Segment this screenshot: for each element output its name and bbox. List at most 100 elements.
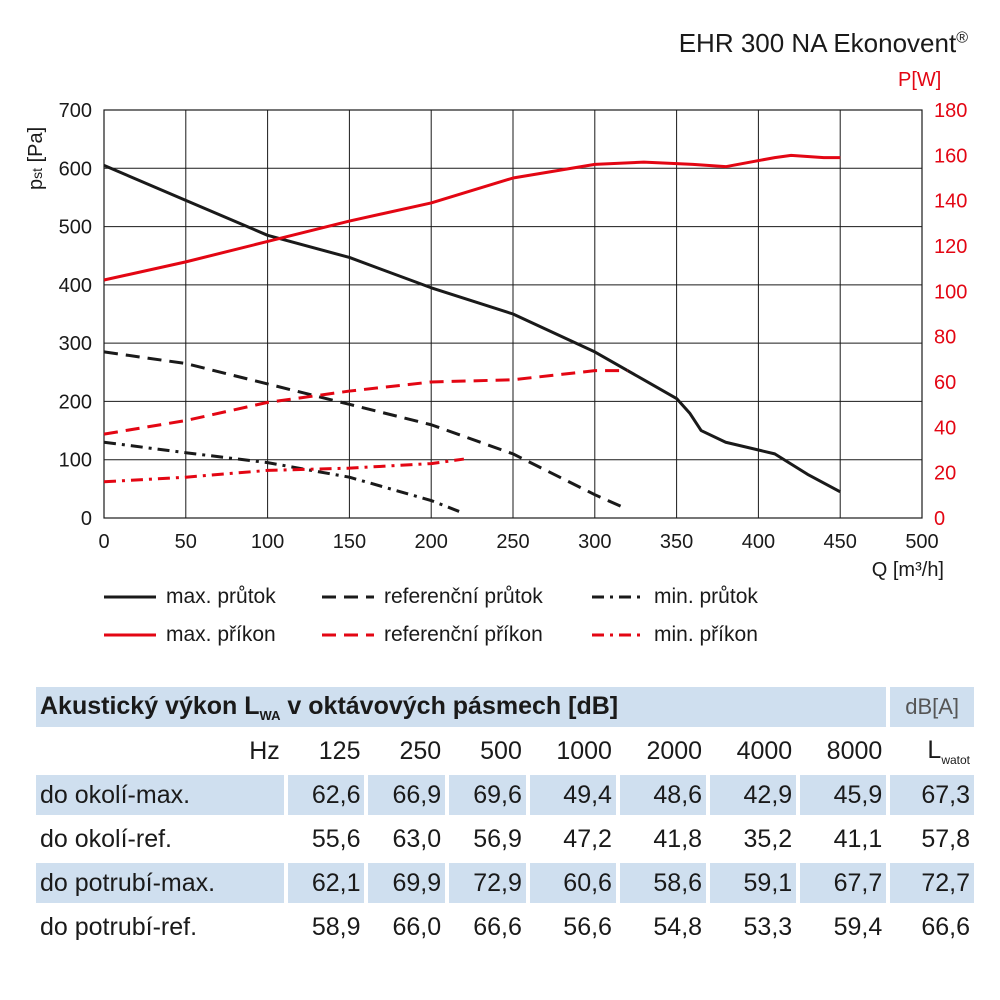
table-cell: 45,9 [800, 775, 887, 815]
table-cell: 67,7 [800, 863, 887, 903]
series-line-referen-n-p-kon [103, 369, 628, 436]
legend-swatch [592, 595, 644, 599]
x-tick-label: 350 [660, 531, 693, 553]
page-title: EHR 300 NA Ekonovent® [679, 28, 968, 59]
table-cell: 55,6 [311, 824, 361, 853]
x-tick-label: 150 [333, 531, 366, 553]
legend-label: max. příkon [166, 623, 276, 646]
performance-chart: 0 50 100 150 200 250 300 350 400 450 5000100200300… [25, 69, 968, 580]
x-tick-label: 400 [742, 531, 775, 553]
x-tick-label: 250 [496, 531, 529, 553]
total-cell: 67,3 [890, 775, 974, 815]
legend-item: min. průtok [592, 582, 758, 612]
y-left-tick-label: 500 [59, 217, 92, 239]
table-cell: 69,6 [449, 775, 526, 815]
table-cell: 66,0 [392, 912, 442, 941]
x-axis-label: Q [m³/h] [872, 559, 944, 580]
x-tick-label: 50 [175, 531, 197, 553]
table-cell: 62,6 [287, 775, 365, 815]
total-cell: 66,6 [921, 912, 970, 941]
table-cell: 49,4 [529, 775, 616, 815]
y-left-tick-label: 400 [59, 275, 92, 297]
acoustic-title-row: Akustický výkon LWA v oktávových pásmech… [36, 687, 974, 727]
y-left-tick-label: 0 [81, 508, 92, 530]
frequency-header: 125 [318, 736, 361, 765]
frequency-header-row: Hz 125 250 500 1000 2000 4000 8000 Lwatot [36, 731, 974, 771]
legend-label: referenční průtok [384, 585, 543, 608]
legend-label: max. průtok [166, 585, 276, 608]
y-left-tick-label: 600 [59, 158, 92, 180]
y-left-tick-label: 700 [59, 100, 92, 122]
table-cell: 69,9 [368, 863, 446, 903]
row-label: do okolí-ref. [40, 824, 173, 853]
x-tick-label: 500 [905, 531, 938, 553]
chart-ticks: 0 50 100 150 200 250 300 350 400 450 5000100200300… [59, 100, 968, 553]
table-cell: 54,8 [653, 912, 703, 941]
series-line-max-pr-tok [103, 163, 841, 494]
y-right-tick-label: 60 [934, 372, 956, 394]
legend-item: referenční průtok [322, 582, 543, 612]
table-cell: 59,4 [833, 912, 883, 941]
table-row: do potrubí-max. 62,1 69,9 72,9 60,6 58,6 59,1 6… [36, 863, 974, 903]
legend-item: min. příkon [592, 620, 758, 650]
acoustic-title: Akustický výkon LWA v oktávových pásmech… [36, 687, 887, 727]
table-cell: 66,6 [473, 912, 522, 941]
legend-swatch [592, 633, 644, 637]
table-cell: 63,0 [392, 824, 442, 853]
legend-swatch [104, 595, 156, 599]
total-cell: 57,8 [921, 824, 970, 853]
x-tick-label: 300 [578, 531, 611, 553]
y-right-tick-label: 80 [934, 327, 956, 349]
row-label: do okolí-max. [36, 775, 284, 815]
table-cell: 42,9 [710, 775, 797, 815]
legend-swatch [322, 633, 374, 637]
y-right-tick-label: 0 [934, 508, 945, 530]
table-cell: 66,9 [368, 775, 446, 815]
row-label: do potrubí-ref. [40, 912, 198, 941]
table-cell: 58,9 [311, 912, 361, 941]
frequency-header: 500 [480, 736, 522, 765]
table-cell: 60,6 [529, 863, 616, 903]
registered-mark: ® [956, 29, 968, 47]
frequency-header: 4000 [736, 736, 793, 765]
table-cell: 47,2 [563, 824, 612, 853]
frequency-header: 250 [399, 736, 442, 765]
frequency-header: 1000 [556, 736, 612, 765]
y-left-tick-label: 200 [59, 391, 92, 413]
x-tick-label: 200 [415, 531, 448, 553]
y-left-axis-label: pst [Pa] [25, 127, 47, 190]
series-line-max-p-kon [103, 153, 841, 282]
hz-label: Hz [249, 736, 280, 765]
table-row: do potrubí-ref. 58,9 66,0 66,6 56,6 54,8 53,3 5… [36, 907, 974, 947]
table-cell: 58,6 [619, 863, 707, 903]
y-right-tick-label: 100 [934, 281, 967, 303]
legend-label: min. příkon [654, 623, 758, 646]
table-cell: 59,1 [710, 863, 797, 903]
total-header: Lwatot [927, 735, 970, 767]
legend-item: referenční příkon [322, 620, 543, 650]
table-cell: 62,1 [287, 863, 365, 903]
table-cell: 41,1 [833, 824, 883, 853]
legend-label: referenční příkon [384, 623, 543, 646]
table-cell: 56,6 [563, 912, 612, 941]
table-row: do okolí-ref. 55,6 63,0 56,9 47,2 41,8 35,2 41,… [36, 819, 974, 859]
total-cell: 72,7 [890, 863, 974, 903]
y-right-tick-label: 140 [934, 191, 967, 213]
legend-item: max. příkon [104, 620, 276, 650]
table-cell: 53,3 [743, 912, 793, 941]
x-tick-label: 450 [824, 531, 857, 553]
frequency-header: 8000 [826, 736, 883, 765]
y-right-tick-label: 160 [934, 145, 967, 167]
series-line-min-p-kon [103, 457, 465, 484]
chart-series [103, 153, 841, 515]
legend-label: min. průtok [654, 585, 758, 608]
legend-item: max. průtok [104, 582, 276, 612]
table-cell: 35,2 [743, 824, 793, 853]
y-right-axis-label: P[W] [898, 69, 941, 91]
table-cell: 72,9 [449, 863, 526, 903]
acoustic-table: Akustický výkon LWA v oktávových pásmech… [32, 683, 978, 951]
legend-swatch [104, 633, 156, 637]
legend-swatch [322, 595, 374, 599]
y-right-tick-label: 40 [934, 417, 956, 439]
x-tick-label: 0 [98, 531, 109, 553]
